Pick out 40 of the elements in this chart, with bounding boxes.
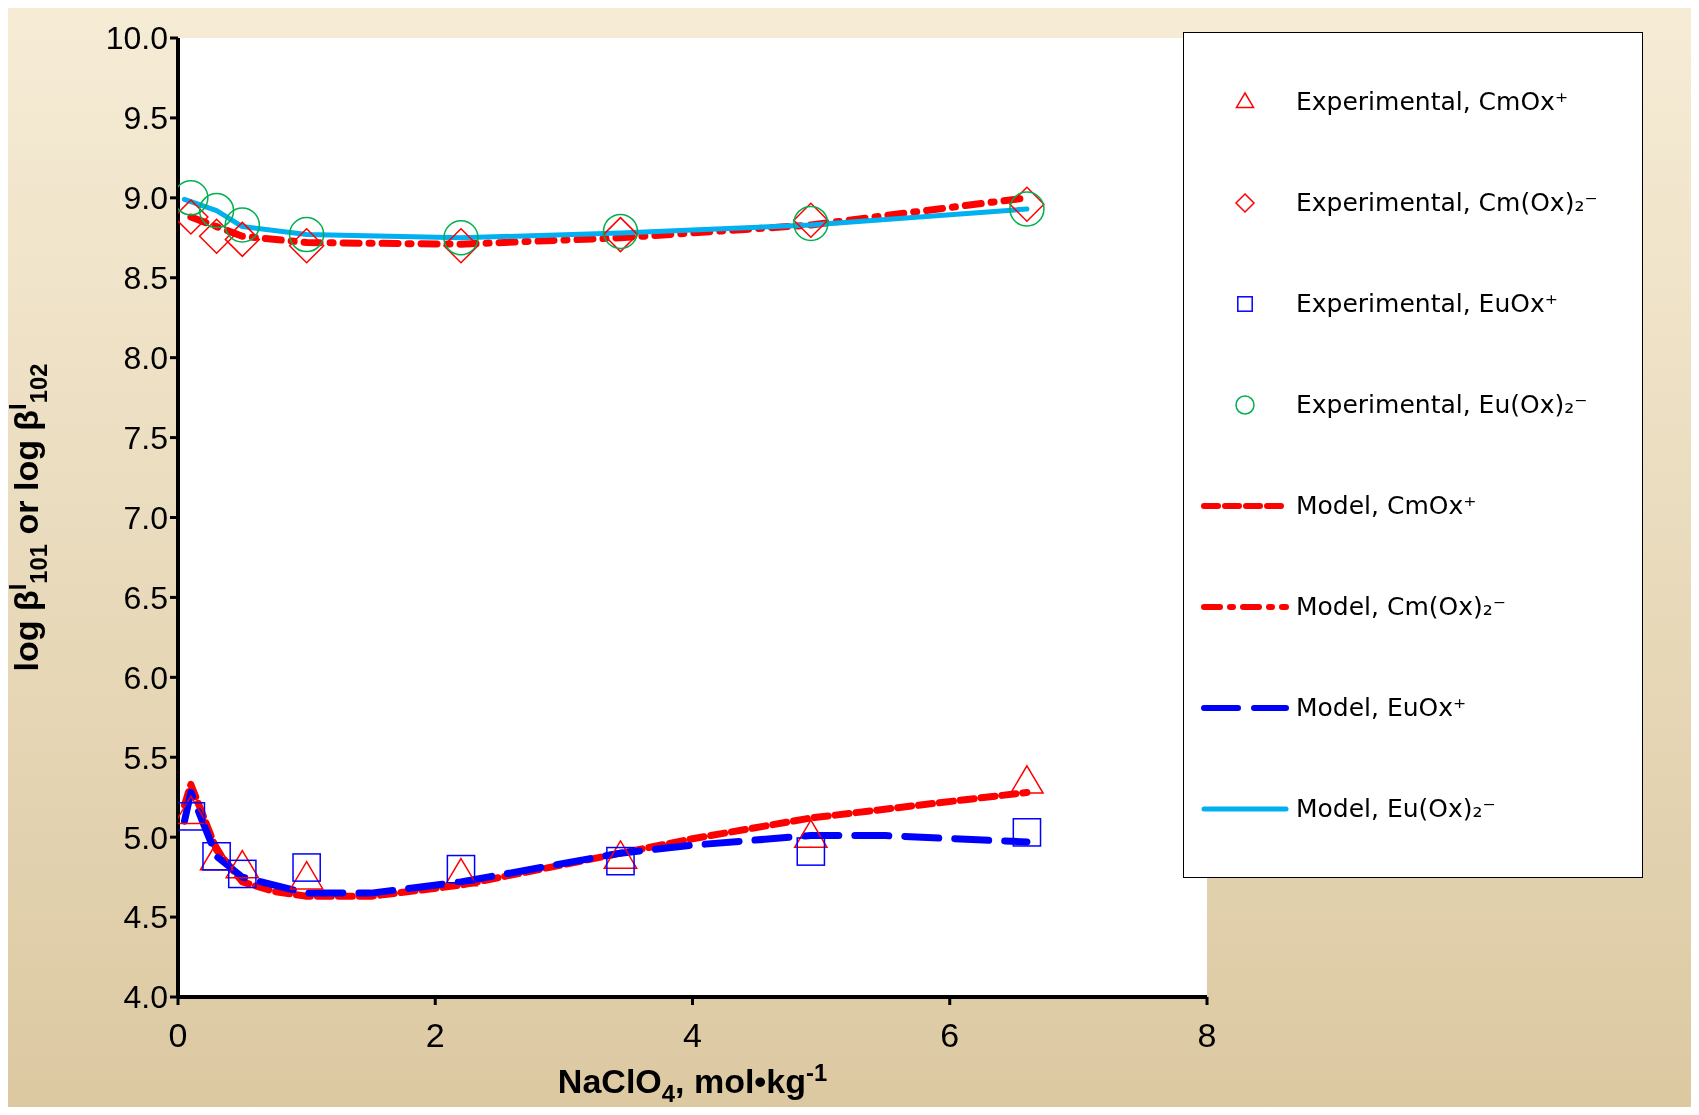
point [606, 846, 635, 876]
point [1012, 818, 1042, 847]
y-tick-label: 7.5 [123, 419, 168, 456]
point [224, 221, 261, 258]
y-tick-label: 5.0 [123, 819, 168, 856]
point [224, 207, 261, 243]
y-tick-label: 5.5 [123, 739, 168, 776]
point [443, 220, 479, 256]
y-tick-label: 9.5 [123, 100, 168, 137]
legend-label: Model, CmOx⁺ [1296, 491, 1477, 520]
legend-label: Experimental, Cm(Ox)₂⁻ [1296, 188, 1598, 217]
x-tick-label: 6 [940, 1016, 960, 1055]
x-tick-label: 0 [168, 1016, 188, 1055]
legend-label: Model, EuOx⁺ [1296, 693, 1467, 722]
y-tick-label: 4.0 [123, 979, 168, 1016]
x-tick-label: 8 [1197, 1016, 1217, 1055]
y-tick-label: 8.0 [123, 340, 168, 377]
x-axis-title: NaClO$_{4}$, mol•kg$^{-1}$ [557, 1059, 828, 1107]
y-tick-label: 7.0 [123, 499, 168, 536]
point [178, 802, 206, 831]
point [443, 228, 479, 264]
x-tick-label: 4 [683, 1016, 702, 1055]
legend-label: Experimental, CmOx⁺ [1296, 87, 1569, 116]
legend-label: Model, Cm(Ox)₂⁻ [1296, 592, 1506, 621]
legend-label: Experimental, Eu(Ox)₂⁻ [1296, 390, 1588, 419]
y-tick-label: 9.0 [123, 180, 168, 217]
point [288, 216, 325, 253]
point [796, 837, 826, 866]
y-tick-label: 4.5 [123, 899, 168, 936]
point [227, 859, 257, 889]
y-tick-label: 6.0 [123, 659, 168, 696]
point [288, 228, 325, 264]
x-tick-label: 2 [425, 1016, 445, 1055]
point [198, 192, 235, 229]
y-tick-label: 6.5 [123, 579, 168, 616]
legend-label: Model, Eu(Ox)₂⁻ [1296, 794, 1496, 823]
y-tick-label: 8.5 [123, 260, 168, 297]
y-tick-label: 10.0 [105, 20, 168, 57]
point [198, 218, 235, 254]
legend-label: Experimental, EuOx⁺ [1296, 289, 1558, 318]
